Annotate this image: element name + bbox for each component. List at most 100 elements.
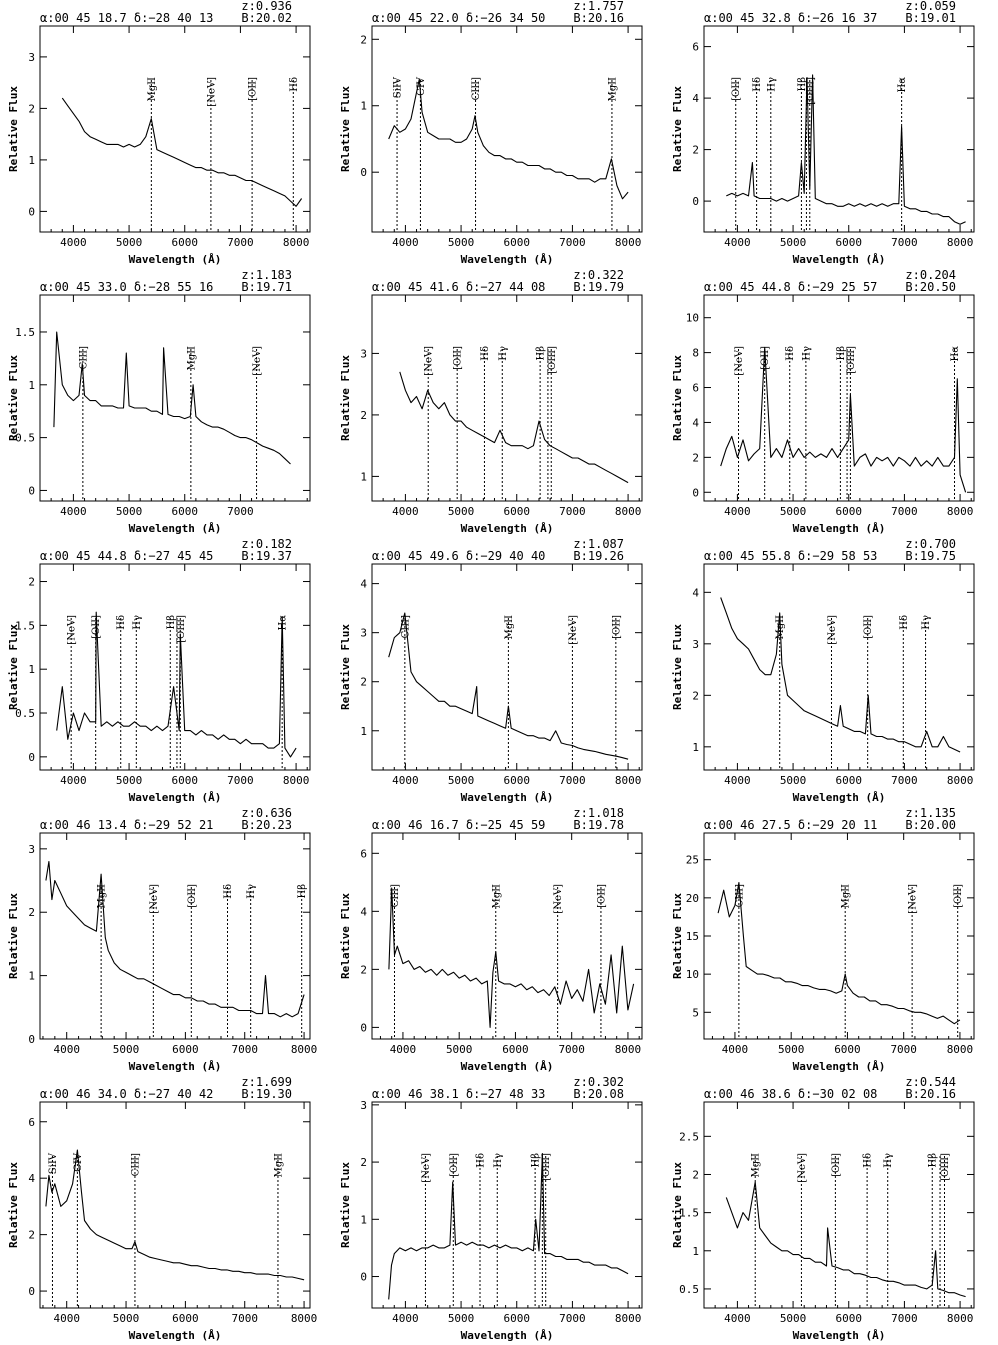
emission-line-label: Hα — [897, 77, 908, 93]
redshift-label: z:0.302 — [573, 1075, 624, 1089]
x-tick-label: 5000 — [116, 774, 143, 787]
y-tick-label: 4 — [692, 586, 699, 599]
magnitude-label: B:19.79 — [573, 280, 624, 294]
magnitude-label: B:19.37 — [241, 549, 292, 563]
y-tick-label: 2 — [360, 676, 367, 689]
x-tick-label: 8000 — [947, 1312, 974, 1325]
plot-frame — [703, 25, 975, 233]
y-tick-label: 0 — [360, 1021, 367, 1034]
x-tick-label: 8000 — [947, 236, 974, 249]
x-axis-title: Wavelength (Å) — [129, 1329, 222, 1342]
x-tick-label: 6000 — [835, 505, 862, 518]
emission-line-label: Hδ — [116, 615, 127, 630]
spectrum-line — [388, 1152, 629, 1300]
y-axis-title: Relative Flux — [671, 624, 684, 710]
y-tick-label: 2 — [692, 144, 699, 157]
y-tick-label: 25 — [686, 854, 699, 867]
emission-line-label: [NeV] — [421, 1153, 432, 1183]
redshift-label: z:0.322 — [573, 268, 624, 282]
emission-line-label: [OII] — [449, 1153, 460, 1177]
emission-line-label: [OIII] — [846, 346, 857, 374]
emission-line-label: [NeV] — [206, 77, 217, 107]
plot-frame — [39, 832, 311, 1040]
emission-line-label: SiIV — [393, 76, 404, 98]
x-tick-label: 7000 — [559, 505, 586, 518]
emission-line-label: Hδ — [476, 1153, 487, 1168]
emission-line-label: SiIV — [48, 1152, 59, 1174]
y-tick-label: 2 — [28, 906, 35, 919]
coordinates-label: α:00 45 18.7 δ:−28 40 13 — [40, 11, 214, 25]
x-tick-label: 4000 — [60, 774, 87, 787]
x-tick-label: 5000 — [780, 774, 807, 787]
x-tick-label: 6000 — [834, 1043, 861, 1056]
plot-frame — [371, 25, 643, 233]
emission-line-label: [OIII] — [541, 1153, 552, 1181]
y-tick-label: 0 — [28, 1033, 35, 1046]
magnitude-label: B:19.75 — [905, 549, 956, 563]
emission-line-label: [OII] — [248, 77, 259, 101]
spectrum-panel: z:1.699 α:00 46 34.0 δ:−27 40 42 B:19.30 40… — [0, 1076, 332, 1345]
redshift-label: z:0.182 — [241, 537, 292, 551]
x-tick-label: 4000 — [60, 236, 87, 249]
emission-line-label: MgII — [751, 1153, 762, 1178]
y-axis-title: Relative Flux — [671, 355, 684, 441]
x-tick-label: 5000 — [113, 1312, 140, 1325]
y-axis-title: Relative Flux — [7, 624, 20, 710]
y-tick-label: 2 — [28, 1229, 35, 1242]
emission-line-label: Hδ — [899, 615, 910, 630]
y-tick-label: 1 — [360, 725, 367, 738]
magnitude-label: B:20.16 — [905, 1087, 956, 1101]
x-tick-label: 4000 — [390, 1043, 417, 1056]
x-axis-title: Wavelength (Å) — [793, 791, 886, 804]
y-tick-label: 6 — [28, 1116, 35, 1129]
x-tick-label: 4000 — [724, 1312, 751, 1325]
coordinates-label: α:00 45 32.8 δ:−26 16 37 — [704, 11, 878, 25]
emission-line-label: Hγ — [766, 77, 777, 92]
redshift-label: z:1.087 — [573, 537, 624, 551]
spectrum-line — [720, 597, 961, 753]
y-tick-label: 6 — [360, 847, 367, 860]
emission-line-label: [OII] — [453, 346, 464, 370]
x-tick-label: 5000 — [780, 505, 807, 518]
spectrum-plot: 4000 5000 6000 7000 8000 1 2 3 4 Wavelength (Å) Re… — [339, 563, 643, 804]
x-tick-label: 8000 — [615, 1043, 642, 1056]
emission-line-label: MgII — [841, 884, 852, 909]
spectrum-line — [61, 97, 303, 207]
emission-line-label: Hδ — [752, 77, 763, 92]
coordinates-label: α:00 45 55.8 δ:−29 58 53 — [704, 549, 878, 563]
spectrum-plot: 4000 5000 6000 7000 8000 0 2 4 6 Wavelength (Å) Re… — [671, 25, 975, 266]
y-tick-label: 2 — [360, 1156, 367, 1169]
emission-line-label: Hβ — [836, 346, 847, 361]
x-tick-label: 8000 — [291, 1043, 318, 1056]
y-tick-label: 8 — [692, 347, 699, 360]
plot-frame — [39, 563, 311, 771]
redshift-label: z:1.699 — [241, 1075, 292, 1089]
emission-line-label: Hγ — [801, 346, 812, 361]
x-tick-label: 7000 — [559, 774, 586, 787]
y-tick-label: 2 — [28, 102, 35, 115]
x-axis-title: Wavelength (Å) — [793, 1329, 886, 1342]
y-tick-label: 2 — [692, 1168, 699, 1181]
y-tick-label: 0 — [28, 751, 35, 764]
y-tick-label: 1.5 — [15, 326, 35, 339]
emission-line-label: [OIII] — [805, 77, 816, 105]
x-tick-label: 7000 — [891, 1312, 918, 1325]
x-tick-label: 6000 — [171, 774, 198, 787]
y-axis-title: Relative Flux — [339, 1162, 352, 1248]
x-tick-label: 7000 — [891, 774, 918, 787]
magnitude-label: B:20.00 — [905, 818, 956, 832]
coordinates-label: α:00 45 22.0 δ:−26 34 50 — [372, 11, 546, 25]
coordinates-label: α:00 46 38.1 δ:−27 48 33 — [372, 1087, 546, 1101]
y-tick-label: 3 — [692, 638, 699, 651]
x-tick-label: 4000 — [392, 1312, 419, 1325]
emission-line-label: Hβ — [797, 77, 808, 92]
x-tick-label: 5000 — [448, 1312, 475, 1325]
emission-line-label: [NeV] — [908, 884, 919, 914]
emission-line-label: MgII — [147, 77, 158, 102]
emission-line-label: MgII — [186, 346, 197, 371]
x-tick-label: 6000 — [835, 236, 862, 249]
x-tick-label: 6000 — [502, 1043, 529, 1056]
x-tick-label: 5000 — [448, 774, 475, 787]
x-tick-label: 7000 — [559, 236, 586, 249]
y-axis-title: Relative Flux — [7, 1162, 20, 1248]
